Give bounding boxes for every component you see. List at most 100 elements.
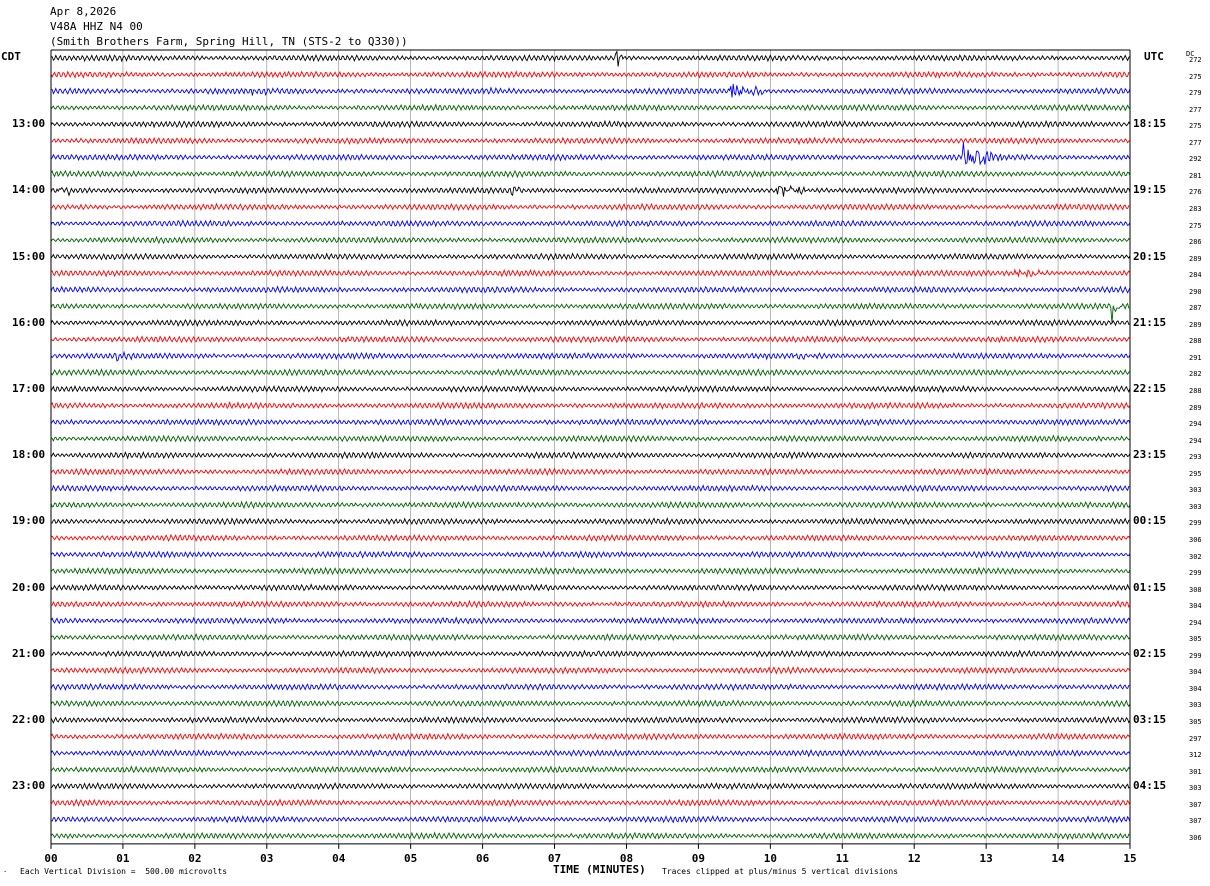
dc-value: 288 <box>1189 337 1202 346</box>
dc-value: 290 <box>1189 287 1202 296</box>
dc-value: 299 <box>1189 519 1202 528</box>
x-tick-label: 00 <box>44 852 58 865</box>
seismic-trace-15 <box>50 302 1130 324</box>
dc-value: 284 <box>1189 271 1202 280</box>
dc-value: 276 <box>1189 188 1202 197</box>
left-hour-label: 15:00 <box>12 249 46 263</box>
dc-value: 275 <box>1189 221 1202 230</box>
x-tick-label: 06 <box>475 852 490 865</box>
dc-value: 303 <box>1189 784 1202 793</box>
seismic-trace-21 <box>50 401 1131 410</box>
dc-value: 302 <box>1189 552 1202 561</box>
seismic-trace-11 <box>50 235 1131 245</box>
seismic-trace-17 <box>50 335 1131 344</box>
dc-value: 305 <box>1189 718 1202 726</box>
left-hour-label: 16:00 <box>12 315 46 329</box>
dc-header: DC <box>1186 50 1195 58</box>
dc-value: 301 <box>1189 767 1202 776</box>
x-tick-label: 08 <box>619 852 634 865</box>
seismic-trace-44 <box>50 781 1131 791</box>
left-hour-label: 20:00 <box>12 580 46 594</box>
seismic-trace-33 <box>50 599 1131 609</box>
seismic-trace-37 <box>50 666 1131 675</box>
seismic-trace-23 <box>50 434 1131 443</box>
seismic-trace-9 <box>50 202 1131 212</box>
seismic-trace-34 <box>50 616 1131 626</box>
dc-value: 293 <box>1189 453 1202 462</box>
dc-value: 275 <box>1189 122 1202 131</box>
x-tick-label: 10 <box>763 852 777 865</box>
dc-value: 299 <box>1189 651 1202 660</box>
dc-value: 307 <box>1189 800 1202 809</box>
seismic-trace-29 <box>50 533 1131 543</box>
x-tick-label: 03 <box>260 852 274 865</box>
x-tick-label: 05 <box>404 852 418 865</box>
seismic-trace-3 <box>50 103 1131 112</box>
seismic-trace-28 <box>50 516 1131 526</box>
dc-value: 308 <box>1189 585 1202 594</box>
dc-value: 283 <box>1189 204 1202 213</box>
x-tick-label: 15 <box>1123 852 1137 865</box>
seismic-trace-30 <box>50 550 1131 559</box>
dc-value: 294 <box>1189 618 1202 627</box>
scale-note: Each Vertical Division = 500.00 microvol… <box>20 867 228 876</box>
station-location: (Smith Brothers Farm, Spring Hill, TN (S… <box>50 35 408 48</box>
dc-value: 289 <box>1189 254 1202 263</box>
left-hour-label: 17:00 <box>12 382 46 395</box>
seismic-trace-43 <box>50 765 1131 774</box>
x-tick-label: 01 <box>116 852 130 865</box>
seismic-trace-5 <box>50 136 1131 146</box>
left-hour-label: 14:00 <box>12 183 46 197</box>
seismic-trace-45 <box>50 798 1131 808</box>
seismic-trace-10 <box>50 219 1131 228</box>
seismic-trace-25 <box>50 467 1131 477</box>
dc-value: 307 <box>1189 817 1202 826</box>
dc-value: 306 <box>1189 535 1202 544</box>
right-hour-label: 18:15 <box>1133 117 1167 131</box>
seismic-trace-6 <box>50 142 1131 166</box>
right-hour-label: 04:15 <box>1133 779 1167 793</box>
dc-value: 304 <box>1189 684 1202 693</box>
station-code: V48A HHZ N4 00 <box>50 20 143 33</box>
x-tick-label: 11 <box>835 852 849 865</box>
seismic-trace-19 <box>50 368 1131 377</box>
left-hour-label: 21:00 <box>12 646 46 660</box>
dc-value: 303 <box>1189 701 1202 710</box>
seismic-trace-8 <box>50 184 1131 197</box>
dc-value: 292 <box>1189 155 1202 164</box>
dc-value: 303 <box>1189 502 1202 511</box>
dc-value: 306 <box>1189 833 1202 842</box>
seismic-trace-13 <box>50 268 1131 279</box>
left-hour-label: 19:00 <box>12 514 46 528</box>
right-hour-label: 02:15 <box>1133 646 1167 660</box>
left-timezone-label: CDT <box>1 50 21 63</box>
left-hour-label: 22:00 <box>12 713 46 726</box>
dc-value: 287 <box>1189 304 1202 313</box>
dc-value: 286 <box>1189 238 1202 247</box>
dc-value: 281 <box>1189 171 1202 180</box>
dc-value: 304 <box>1189 668 1202 677</box>
seismic-trace-40 <box>50 715 1131 725</box>
x-tick-label: 04 <box>332 852 346 865</box>
x-tick-label: 12 <box>907 852 921 865</box>
seismic-trace-41 <box>50 732 1131 741</box>
dc-value: 288 <box>1189 387 1202 395</box>
x-axis-label: TIME (MINUTES) <box>553 863 646 876</box>
x-tick-label: 02 <box>188 852 202 865</box>
seismic-trace-12 <box>50 252 1131 261</box>
dc-value: 279 <box>1189 89 1202 98</box>
dc-value: 277 <box>1189 138 1202 147</box>
dc-value: 275 <box>1189 72 1202 81</box>
dc-value: 297 <box>1189 734 1202 743</box>
seismic-trace-36 <box>50 649 1131 659</box>
x-tick-label: 14 <box>1051 852 1065 865</box>
seismic-trace-7 <box>50 169 1131 179</box>
dc-value: 277 <box>1189 105 1202 114</box>
seismic-trace-2 <box>50 83 1131 98</box>
right-hour-label: 03:15 <box>1133 713 1167 726</box>
seismic-trace-47 <box>50 831 1131 841</box>
right-hour-label: 01:15 <box>1133 580 1167 594</box>
x-tick-label: 13 <box>979 852 993 865</box>
seismic-trace-35 <box>50 632 1131 642</box>
